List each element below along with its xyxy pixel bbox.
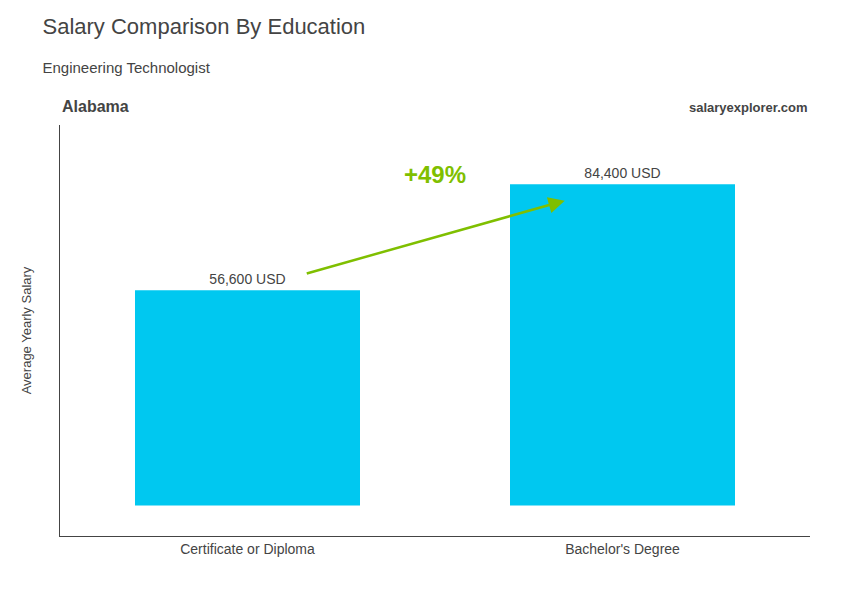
svg-text:Average Yearly Salary: Average Yearly Salary <box>19 266 34 394</box>
svg-text:56,600 USD: 56,600 USD <box>209 271 285 287</box>
svg-text:Certificate or Diploma: Certificate or Diploma <box>180 541 315 557</box>
svg-text:84,400 USD: 84,400 USD <box>584 165 660 181</box>
svg-text:Engineering Technologist: Engineering Technologist <box>43 59 211 76</box>
svg-text:Alabama: Alabama <box>62 98 129 115</box>
svg-text:Bachelor's Degree: Bachelor's Degree <box>565 541 680 557</box>
svg-text:+49%: +49% <box>404 161 466 188</box>
svg-text:Salary Comparison By Education: Salary Comparison By Education <box>43 14 366 39</box>
svg-text:salaryexplorer.com: salaryexplorer.com <box>689 100 808 115</box>
